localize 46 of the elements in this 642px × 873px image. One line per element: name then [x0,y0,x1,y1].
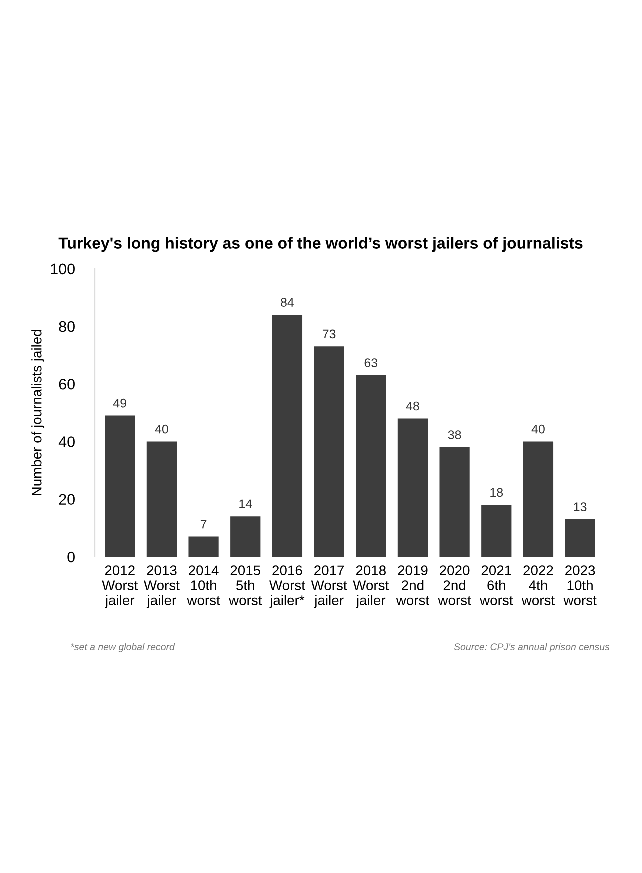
bar [565,520,596,557]
x-tick-label: 2014 10th worst [187,566,220,606]
bar [356,375,386,557]
x-tick-label: 2017 Worst jailer [311,566,348,608]
data-label: 40 [155,424,168,434]
y-tick-label: 40 [58,436,75,448]
y-tick-label: 80 [59,321,75,332]
bar [482,505,512,557]
x-tick-label: 2012 Worst jailer [102,566,138,608]
x-tick-label: 2023 10th worst [564,566,597,606]
x-tick-label: 2013 Worst jailer [144,566,180,608]
y-tick-label: 0 [68,552,75,563]
data-label: 49 [113,398,126,408]
bar [523,442,554,557]
x-tick-label: 2016 Worst jailer* [270,566,306,608]
bar [146,442,178,557]
data-label: 84 [281,298,294,307]
data-label: 38 [448,430,462,440]
data-label: 13 [574,502,587,512]
text: *set a new global record [71,643,176,652]
data-label: 73 [322,330,336,339]
y-tick-label: 100 [51,264,75,275]
x-tick-label: 2020 2nd worst [438,566,472,606]
x-tick-label: 2015 5th worst [229,566,262,606]
chart-title: Turkey's long history as one of the world’s worst jailers of journalists [58,237,583,252]
data-label: 14 [240,500,252,508]
data-label: 7 [200,520,207,529]
y-axis-title: Number of journalists jailed [32,330,45,496]
data-label: 48 [406,402,420,411]
x-tick-label: 2019 2nd worst [396,566,430,606]
bar [314,346,344,557]
x-tick-label: 2022 4th worst [522,566,555,606]
x-tick-label: 2018 Worst jailer [353,566,390,608]
data-label: 40 [532,424,545,434]
bar [398,418,428,557]
source-note: Source: CPJ's annual prison census [454,643,610,652]
bar [105,416,136,557]
y-tick-label: 20 [59,494,75,506]
data-label: 18 [490,488,504,498]
x-tick-label: 2021 6th worst [480,566,514,606]
bar [272,314,303,557]
y-tick-label: 60 [59,378,75,390]
bar [440,448,470,557]
bar [230,516,261,557]
bar [188,536,219,557]
data-label: 63 [364,358,378,368]
